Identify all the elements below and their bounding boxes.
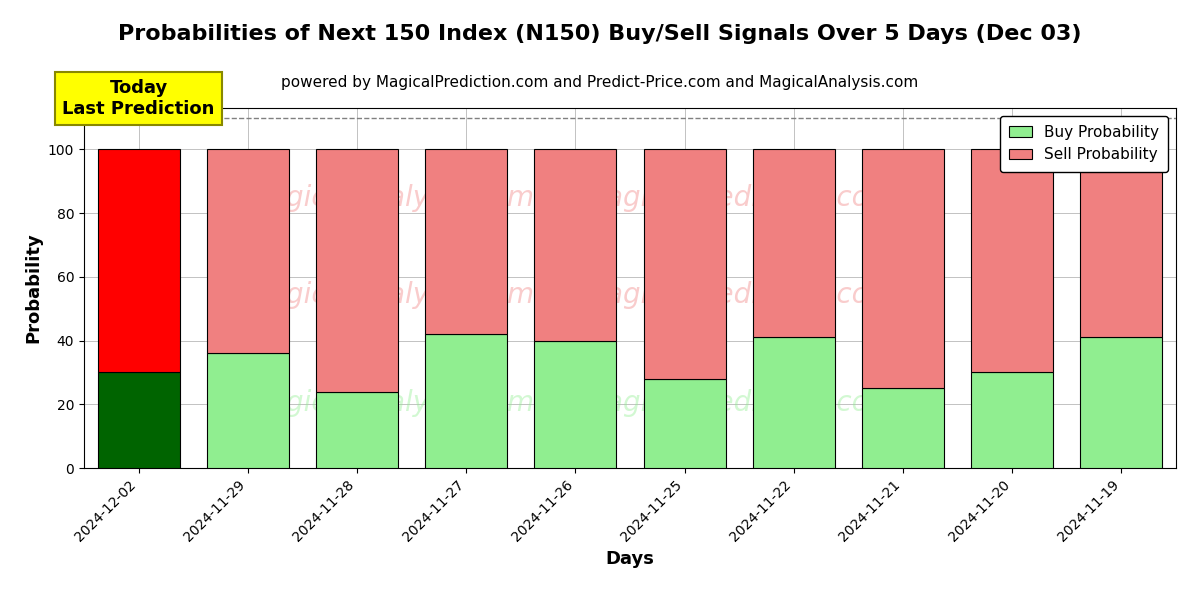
Bar <box>97 149 180 373</box>
Bar <box>425 149 508 334</box>
Legend: Buy Probability, Sell Probability: Buy Probability, Sell Probability <box>1000 116 1169 172</box>
Bar <box>425 334 508 468</box>
Y-axis label: Probability: Probability <box>24 233 42 343</box>
Bar <box>643 379 726 468</box>
X-axis label: Days: Days <box>606 550 654 568</box>
Text: MagicalAnalysis.com: MagicalAnalysis.com <box>245 281 534 309</box>
Bar <box>971 373 1054 468</box>
Bar <box>1080 149 1163 337</box>
Bar <box>534 341 617 468</box>
Bar <box>206 149 289 353</box>
Text: Probabilities of Next 150 Index (N150) Buy/Sell Signals Over 5 Days (Dec 03): Probabilities of Next 150 Index (N150) B… <box>119 24 1081 44</box>
Bar <box>316 392 398 468</box>
Bar <box>752 149 835 337</box>
Bar <box>534 149 617 341</box>
Bar <box>971 149 1054 373</box>
Bar <box>206 353 289 468</box>
Bar <box>752 337 835 468</box>
Text: MagicalAnalysis.com: MagicalAnalysis.com <box>245 184 534 212</box>
Bar <box>1080 337 1163 468</box>
Bar <box>862 149 944 388</box>
Text: MagicalPrediction.com: MagicalPrediction.com <box>582 281 896 309</box>
Text: powered by MagicalPrediction.com and Predict-Price.com and MagicalAnalysis.com: powered by MagicalPrediction.com and Pre… <box>281 75 919 90</box>
Text: MagicalPrediction.com: MagicalPrediction.com <box>582 389 896 417</box>
Bar <box>97 373 180 468</box>
Text: MagicalAnalysis.com: MagicalAnalysis.com <box>245 389 534 417</box>
Bar <box>862 388 944 468</box>
Bar <box>643 149 726 379</box>
Text: MagicalPrediction.com: MagicalPrediction.com <box>582 184 896 212</box>
Text: Today
Last Prediction: Today Last Prediction <box>62 79 215 118</box>
Bar <box>316 149 398 392</box>
